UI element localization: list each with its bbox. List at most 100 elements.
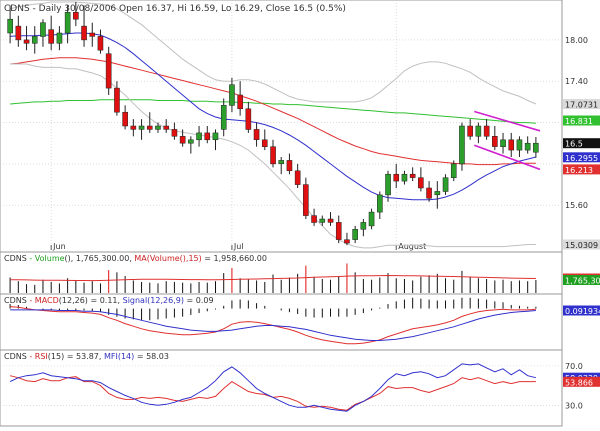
candle-body-28 [237,94,243,110]
candle-body-5 [48,29,54,44]
channel-lower-line [474,144,541,171]
price-value-label-5-box [563,239,600,250]
band-lower-line [10,63,536,249]
price-value-labels: 17.0731 16.831 16.5 16.2955 16.213 15.0309 [563,99,600,250]
price-value-label-2-box [563,138,600,149]
candle-body-32 [270,146,276,165]
date-axis-labels: Jun Jul August [50,242,426,251]
rsi-axis-ticks: 30.0 70.0 [565,362,583,410]
candle-body-4 [40,22,46,37]
trend-channel [474,110,541,171]
ma-long-line [10,99,536,124]
candle-body-56 [467,125,473,137]
candle-body-25 [212,132,219,141]
signal-line [10,309,536,341]
rsi-gridlines [0,365,562,406]
candle-body-22 [188,139,194,144]
candle-body-21 [179,136,186,144]
price-value-label-4-box [563,164,600,175]
candle-body-40 [335,222,342,240]
price-value-label-0: 17.0731 [565,101,598,110]
candle-body-34 [286,160,293,171]
candle-body-1 [15,25,22,41]
date-label-1: Jul [233,242,244,251]
candle-body-6 [56,32,63,44]
price-tick-label-0: 15.60 [565,201,588,210]
rsi-panel: 30.0 70.0 58.033953.866 CDNS - RSI(15) = … [0,349,600,427]
candle-body-58 [483,125,490,137]
candle-body-26 [220,105,227,130]
mfi-line [9,363,537,412]
price-candlesticks [7,2,539,246]
rsi-value-label-1: 53.866 [565,378,593,387]
ma-mid-line [10,57,536,166]
candle-body-60 [500,139,506,147]
price-value-label-0-box [563,99,600,109]
macd-panel-title: CDNS - MACD(12,26) = 0.11, Signal(12,26,… [4,296,214,305]
volume-panel: 1,958,6601,765,300 CDNS - Volume(), 1,76… [0,251,600,295]
volume-value-label-1-box [563,275,600,285]
candle-body-47 [393,173,400,182]
candle-body-62 [516,139,523,151]
candle-body-57 [475,125,482,137]
candle-body-23 [196,132,202,141]
candle-body-42 [352,229,358,240]
candle-body-55 [459,125,465,165]
price-overlay-lines [9,1,537,249]
macd-value-label-0: 0.091934 [565,307,600,316]
volume-ma-line [10,274,536,282]
candle-body-14 [122,111,128,127]
rsi-mfi-lines [9,363,537,412]
candle-body-45 [377,194,383,213]
candle-body-51 [426,187,432,199]
candle-body-2 [23,39,30,44]
candle-body-61 [508,139,515,151]
macd-lines [10,306,536,345]
candle-body-63 [524,142,531,151]
price-value-label-2: 16.5 [565,140,583,149]
candle-body-59 [492,136,498,147]
candle-body-24 [204,132,211,141]
price-value-label-1: 16.831 [565,117,593,126]
price-value-label-1-box [563,115,600,126]
candle-body-48 [401,173,408,182]
candle-body-39 [327,218,334,223]
channel-upper-line [474,110,541,132]
candle-body-30 [253,129,260,140]
candle-body-15 [130,125,137,130]
macd-value-labels: 0.091934 [563,305,600,316]
candle-body-50 [418,177,424,189]
candle-body-36 [303,184,309,216]
candle-body-54 [450,163,457,178]
volume-ma-line [10,274,536,282]
macd-panel: 0.091934 CDNS - MACD(12,26) = 0.11, Sign… [0,293,600,351]
macd-histogram [9,297,537,321]
price-tick-label-2: 18.00 [565,36,588,45]
price-tick-label-1: 17.40 [565,77,588,86]
volume-bars [9,263,537,293]
candle-body-49 [409,173,416,178]
price-value-label-3: 16.2955 [565,154,598,163]
price-panel-title: CDNS - Daily 30/08/2006 Open 16.37, Hi 1… [4,4,346,14]
candle-body-8 [73,12,79,20]
date-label-0: Jun [52,242,66,251]
price-value-label-3-box [563,152,600,163]
candle-body-3 [31,36,38,44]
candle-body-19 [163,125,170,130]
rsi-value-label-1-box [563,376,600,387]
volume-panel-title: CDNS - Volume(), 1,765,300.00, MA(Volume… [4,254,267,263]
candle-body-37 [311,215,317,223]
candle-body-11 [97,36,104,51]
candle-body-38 [319,218,326,223]
candle-body-16 [138,125,145,130]
candle-body-43 [360,222,367,230]
candle-body-52 [434,191,441,196]
candle-body-9 [81,25,87,41]
band-upper-line [9,1,537,105]
rsi-tick-label-1: 70.0 [565,362,583,371]
macd-value-label-0-box [563,305,600,316]
candle-body-12 [105,53,112,89]
candle-body-27 [229,84,235,106]
